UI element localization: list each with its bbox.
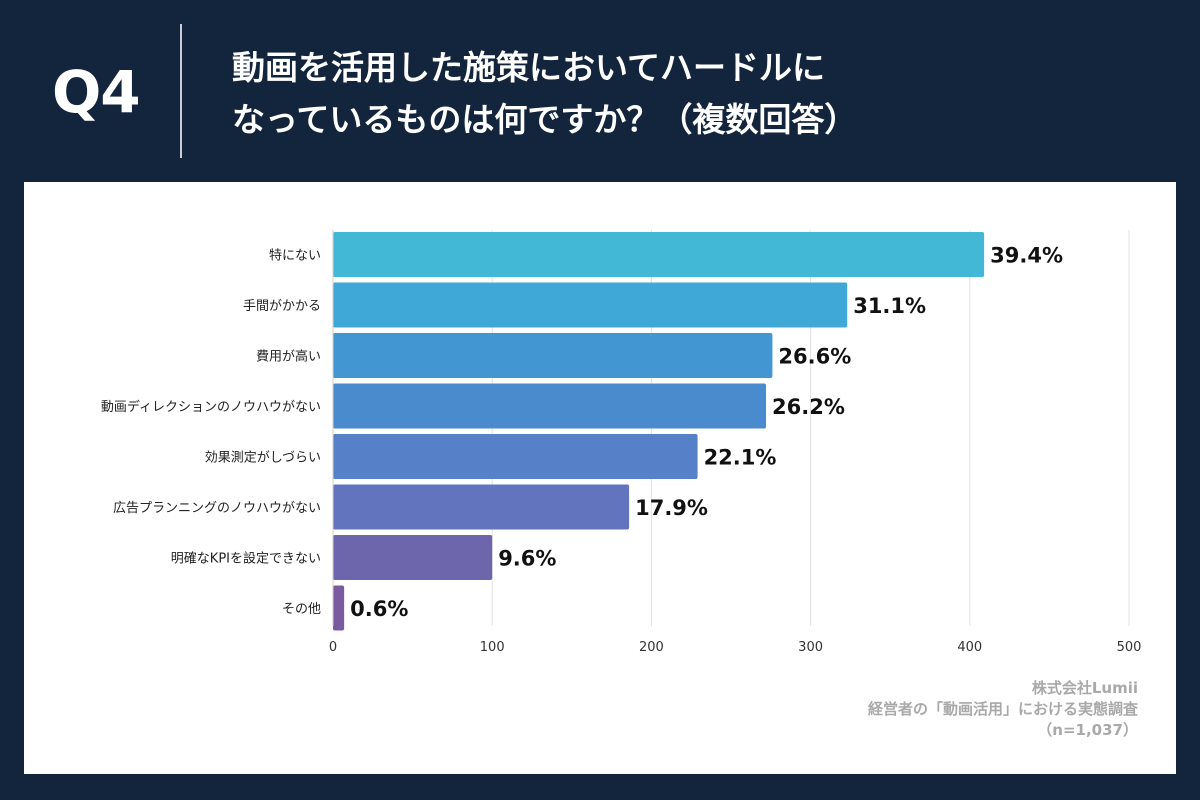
data-label: 26.6%: [778, 345, 851, 369]
data-label: 17.9%: [635, 496, 708, 520]
category-label: 手間がかかる: [243, 299, 321, 314]
x-tick-label: 0: [329, 640, 337, 655]
bar: [333, 383, 767, 429]
bar-chart: 0 100 200 300 400 500 特にない 39.4% 手間がかかる 31.1% 費用が高…: [101, 230, 1142, 655]
x-tick-label: 500: [1117, 640, 1142, 655]
chart-panel: 0 100 200 300 400 500 特にない 39.4% 手間がかかる 31.1% 費用が高…: [24, 182, 1176, 774]
header: Q4 動画を活用した施策においてハードルに なっているものは何ですか？（複数回答…: [0, 0, 1200, 180]
data-label: 39.4%: [990, 244, 1063, 268]
category-label: 費用が高い: [256, 349, 321, 365]
data-label: 22.1%: [704, 446, 777, 470]
x-tick-label: 200: [639, 640, 664, 655]
header-divider: [180, 24, 182, 158]
category-label: 動画ディレクションのノウハウがない: [101, 399, 321, 415]
category-label: 特にない: [269, 249, 321, 264]
question-title-line-1: 動画を活用した施策においてハードルに: [232, 48, 826, 87]
x-tick-label: 300: [798, 640, 823, 655]
category-label: 明確なKPIを設定できない: [171, 551, 321, 567]
data-label: 26.2%: [772, 395, 845, 419]
category-label: 効果測定がしづらい: [205, 451, 321, 466]
category-label: 広告プランニングのノウハウがない: [113, 501, 321, 516]
question-title: 動画を活用した施策においてハードルに なっているものは何ですか？（複数回答）: [232, 42, 1132, 146]
bar: [333, 535, 493, 580]
bar: [333, 434, 698, 479]
source-survey: 経営者の「動画活用」における実態調査: [867, 700, 1138, 718]
bar: [333, 484, 630, 530]
x-tick-label: 100: [480, 640, 505, 655]
bar: [333, 232, 985, 277]
question-title-line-2: なっているものは何ですか？（複数回答）: [232, 100, 858, 139]
bar: [333, 333, 773, 378]
source-sample: （n=1,037）: [1037, 721, 1138, 739]
category-label: その他: [282, 602, 321, 617]
source-note: 株式会社Lumii 経営者の「動画活用」における実態調査 （n=1,037）: [868, 678, 1138, 741]
x-tick-label: 400: [957, 640, 982, 655]
data-label: 9.6%: [498, 547, 556, 571]
bar: [333, 282, 848, 328]
data-label: 0.6%: [350, 597, 408, 621]
question-number: Q4: [52, 58, 141, 126]
source-company: 株式会社Lumii: [1031, 679, 1138, 697]
bar: [333, 585, 345, 631]
data-label: 31.1%: [853, 294, 926, 318]
